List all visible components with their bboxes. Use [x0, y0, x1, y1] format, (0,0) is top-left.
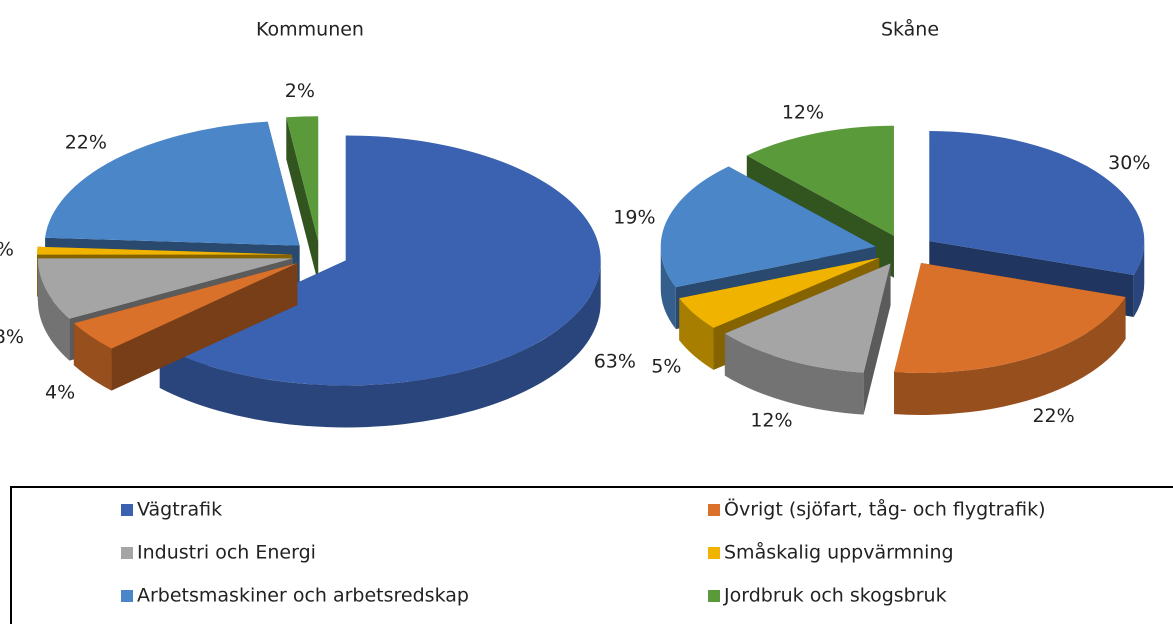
- legend-label: Arbetsmaskiner och arbetsredskap: [137, 585, 469, 607]
- slice-side: [724, 333, 864, 415]
- slice: [45, 121, 300, 246]
- legend-swatch: [121, 547, 133, 559]
- data-label: 22%: [65, 131, 107, 153]
- legend-swatch: [121, 504, 133, 516]
- slice: [660, 166, 876, 288]
- data-label: 12%: [750, 410, 792, 432]
- data-label: 8%: [0, 326, 24, 348]
- legend-label: Industri och Energi: [137, 542, 316, 564]
- data-label: 1%: [0, 238, 14, 260]
- legend-swatch: [708, 547, 720, 559]
- slice: [37, 258, 293, 319]
- slice-side: [73, 323, 112, 391]
- slice-side: [286, 117, 319, 284]
- slice-side: [660, 246, 676, 330]
- chart-title: Skåne: [881, 18, 939, 41]
- legend-label: Vägtrafik: [137, 499, 222, 521]
- slice-side: [679, 298, 714, 370]
- slice-side: [1133, 240, 1145, 317]
- data-label: 5%: [651, 356, 681, 378]
- slice: [746, 125, 894, 236]
- legend-label: Jordbruk och skogsbruk: [723, 585, 947, 607]
- slice: [724, 263, 891, 373]
- legend-swatch: [708, 504, 720, 516]
- data-label: 12%: [782, 101, 824, 123]
- slice: [159, 135, 601, 386]
- slice-side: [159, 260, 601, 428]
- slice-side: [37, 258, 70, 361]
- data-label: 19%: [613, 206, 655, 228]
- legend-swatch: [121, 590, 133, 602]
- slice: [929, 130, 1145, 275]
- data-label: 63%: [594, 351, 636, 373]
- slice: [894, 262, 1126, 373]
- slice: [286, 116, 319, 242]
- legend-swatch: [708, 590, 720, 602]
- legend-border: [10, 486, 1173, 624]
- data-label: 30%: [1108, 152, 1150, 174]
- slice: [73, 263, 298, 349]
- slice: [679, 257, 880, 328]
- data-label: 4%: [45, 382, 75, 404]
- data-label: 2%: [285, 80, 315, 102]
- slice-side: [894, 296, 1126, 415]
- data-label: 22%: [1032, 405, 1074, 427]
- legend-label: Småskalig uppvärmning: [724, 541, 954, 564]
- legend-label: Övrigt (sjöfart, tåg- och flygtrafik): [724, 498, 1046, 521]
- slice: [37, 246, 293, 255]
- chart-title: Kommunen: [256, 19, 364, 41]
